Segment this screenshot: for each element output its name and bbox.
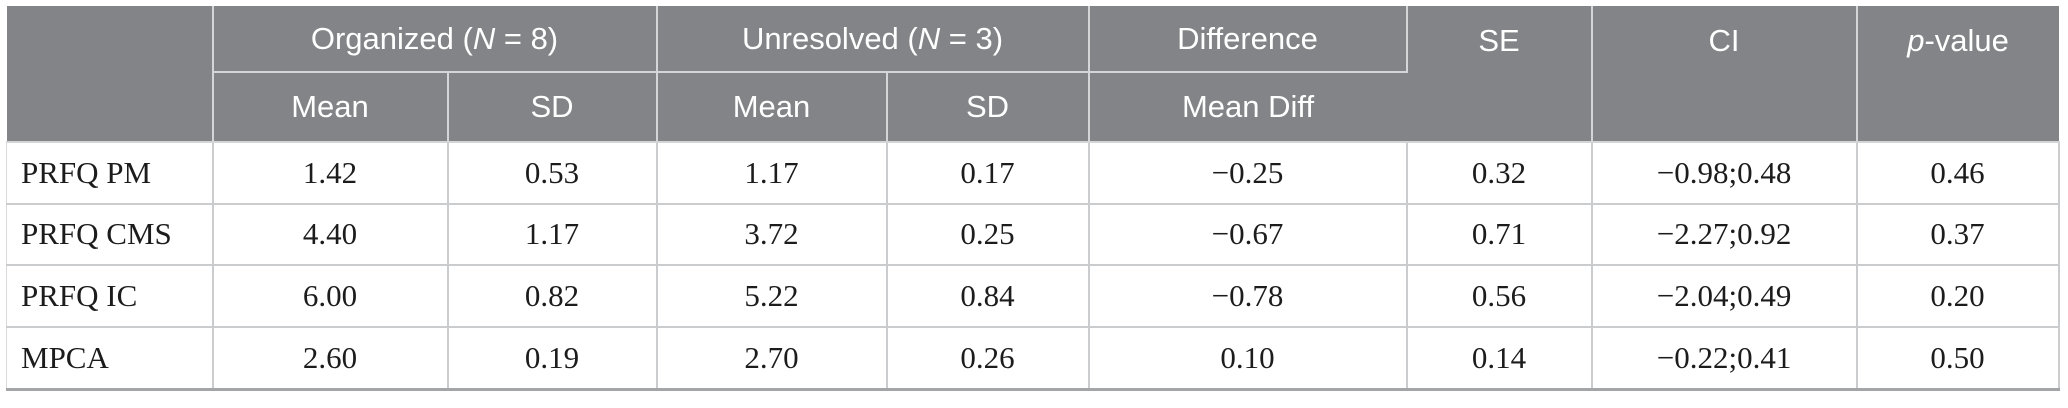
p-value-label-post: -value <box>1924 23 2009 58</box>
cell-mean-organized: 4.40 <box>211 203 449 266</box>
cell-se: 0.32 <box>1405 141 1593 205</box>
header-group-unresolved: Unresolved (N = 3) <box>656 6 1090 73</box>
subheader-mean-organized: Mean <box>212 72 449 143</box>
row-label: MPCA <box>6 326 214 391</box>
cell-p-value: 0.20 <box>1855 264 2060 328</box>
subheader-sd-unresolved: SD <box>886 72 1090 143</box>
cell-ci: −2.04;0.49 <box>1590 264 1858 328</box>
cell-ci: −2.27;0.92 <box>1590 203 1858 266</box>
subheader-sd-organized: SD <box>447 72 658 143</box>
header-group-difference: Difference <box>1088 6 1408 73</box>
row-label: PRFQ IC <box>6 264 214 328</box>
cell-sd-organized: 1.17 <box>446 203 658 266</box>
cell-se: 0.56 <box>1405 264 1593 328</box>
cell-sd-organized: 0.53 <box>446 141 658 205</box>
organized-label-post: = 8) <box>495 20 559 56</box>
row-label: PRFQ PM <box>6 141 214 205</box>
cell-sd-organized: 0.82 <box>446 264 658 328</box>
cell-ci: −0.22;0.41 <box>1590 326 1858 391</box>
cell-mean-diff: −0.25 <box>1087 141 1408 205</box>
statistics-table: Organized (N = 8) Unresolved (N = 3) Dif… <box>6 6 2060 391</box>
table-row-mpca: MPCA 2.60 0.19 2.70 0.26 0.10 0.14 −0.22… <box>6 326 2060 391</box>
table-row-prfq-ic: PRFQ IC 6.00 0.82 5.22 0.84 −0.78 0.56 −… <box>6 264 2060 328</box>
header-se: SE <box>1406 6 1593 143</box>
cell-mean-diff: 0.10 <box>1087 326 1408 391</box>
unresolved-n-italic: N <box>917 20 941 56</box>
cell-sd-organized: 0.19 <box>446 326 658 391</box>
cell-mean-organized: 2.60 <box>211 326 449 391</box>
table-row-prfq-pm: PRFQ PM 1.42 0.53 1.17 0.17 −0.25 0.32 −… <box>6 141 2060 205</box>
p-italic: p <box>1907 23 1925 58</box>
cell-p-value: 0.37 <box>1855 203 2060 266</box>
unresolved-label-post: = 3) <box>940 20 1004 56</box>
cell-p-value: 0.46 <box>1855 141 2060 205</box>
cell-mean-unresolved: 1.17 <box>655 141 888 205</box>
cell-mean-organized: 6.00 <box>211 264 449 328</box>
header-p-value: p-value <box>1856 6 2059 143</box>
table-row-prfq-cms: PRFQ CMS 4.40 1.17 3.72 0.25 −0.67 0.71 … <box>6 203 2060 266</box>
header-ci: CI <box>1591 6 1858 143</box>
organized-label-pre: Organized ( <box>310 20 473 56</box>
header-group-organized: Organized (N = 8) <box>212 6 658 73</box>
header-sub-row: Mean SD Mean SD Mean Diff <box>7 72 2059 143</box>
cell-mean-unresolved: 3.72 <box>655 203 888 266</box>
organized-n-italic: N <box>472 20 496 56</box>
cell-mean-organized: 1.42 <box>211 141 449 205</box>
subheader-mean-unresolved: Mean <box>656 72 888 143</box>
cell-ci: −0.98;0.48 <box>1590 141 1858 205</box>
cell-mean-unresolved: 2.70 <box>655 326 888 391</box>
cell-sd-unresolved: 0.84 <box>885 264 1090 328</box>
corner-cell <box>6 6 214 143</box>
cell-mean-unresolved: 5.22 <box>655 264 888 328</box>
cell-sd-unresolved: 0.25 <box>885 203 1090 266</box>
cell-se: 0.14 <box>1405 326 1593 391</box>
cell-mean-diff: −0.78 <box>1087 264 1408 328</box>
unresolved-label-pre: Unresolved ( <box>742 20 918 56</box>
cell-mean-diff: −0.67 <box>1087 203 1408 266</box>
cell-se: 0.71 <box>1405 203 1593 266</box>
row-label: PRFQ CMS <box>6 203 214 266</box>
cell-sd-unresolved: 0.17 <box>885 141 1090 205</box>
subheader-mean-diff: Mean Diff <box>1088 72 1407 143</box>
cell-sd-unresolved: 0.26 <box>885 326 1090 391</box>
header-group-row: Organized (N = 8) Unresolved (N = 3) Dif… <box>6 6 2059 143</box>
cell-p-value: 0.50 <box>1855 326 2060 391</box>
